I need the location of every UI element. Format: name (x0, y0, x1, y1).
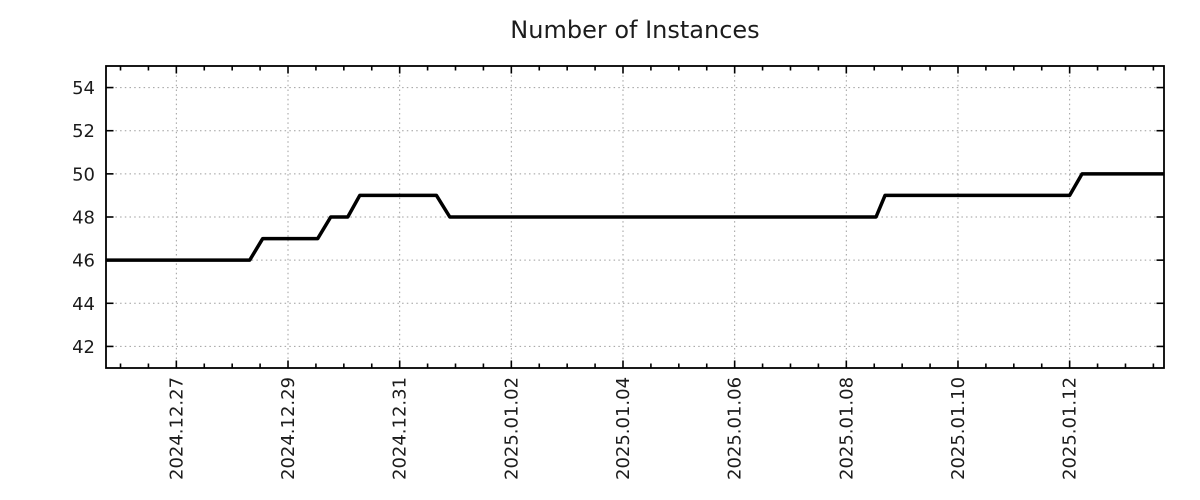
y-tick-label: 54 (72, 78, 95, 99)
series-line-instances (106, 172, 1164, 262)
y-tick-label: 50 (72, 164, 95, 185)
y-tick-label: 48 (72, 208, 95, 229)
x-tick-label: 2025.01.08 (836, 377, 857, 480)
y-tick-label: 52 (72, 121, 95, 142)
y-tick-label: 46 (72, 251, 95, 272)
chart-title: Number of Instances (510, 16, 759, 44)
x-tick-label: 2025.01.04 (613, 377, 634, 480)
x-tick-label: 2025.01.02 (501, 377, 522, 480)
x-tick-label: 2024.12.31 (390, 377, 411, 480)
x-tick-label: 2025.01.12 (1060, 377, 1081, 480)
data-series (106, 172, 1164, 262)
x-tick-labels: 2024.12.27 2024.12.29 2024.12.31 2025.01.02… (166, 377, 1080, 480)
x-tick-label: 2024.12.27 (166, 377, 187, 480)
y-tick-labels: 42 44 46 48 50 52 54 (72, 78, 95, 358)
y-tick-label: 42 (72, 337, 95, 358)
x-tick-label: 2025.01.10 (948, 377, 969, 480)
axis-ticks (106, 66, 1164, 368)
x-tick-label: 2024.12.29 (278, 377, 299, 480)
x-tick-label: 2025.01.06 (725, 377, 746, 480)
y-tick-label: 44 (72, 294, 95, 315)
